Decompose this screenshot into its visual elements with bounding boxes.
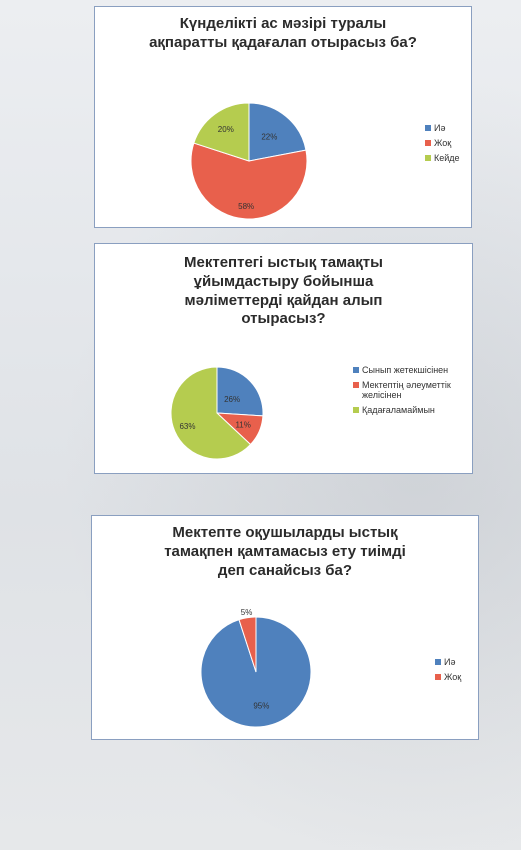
chart-title-line: мәліметтерді қайдан алып <box>184 291 383 309</box>
legend-item: Кейде <box>425 153 460 163</box>
chart-title-line: ұйымдастыру бойынша <box>193 272 374 290</box>
chart-title: Күнделікті ас мәзірі туралы ақпаратты қад… <box>95 15 471 53</box>
legend-item: Иә <box>435 657 461 667</box>
pie-data-label: 11% <box>235 420 250 429</box>
chart-legend: Иә Жоқ Кейде <box>425 123 460 168</box>
pie-chart: 22% 58% 20% <box>190 103 308 219</box>
legend-label: Жоқ <box>434 138 452 148</box>
legend-item: Мектептің әлеуметтік желісінен <box>353 380 471 400</box>
legend-swatch <box>353 382 359 388</box>
legend-label: Иә <box>444 657 456 667</box>
chart-title-line: Мектептегі ыстық тамақты <box>184 254 383 271</box>
legend-swatch <box>425 140 431 146</box>
chart-title-line: деп санайсыз ба? <box>217 561 353 579</box>
pie-data-label: 20% <box>218 125 234 134</box>
chart-legend: Иә Жоқ <box>435 657 461 687</box>
legend-swatch <box>435 674 441 680</box>
chart-title-line: Мектепте оқушыларды ыстық <box>172 524 398 541</box>
pie-data-label: 26% <box>224 395 240 404</box>
chart-title-line: Күнделікті ас мәзірі туралы <box>179 15 387 32</box>
chart-panel-ration-info: Күнделікті ас мәзірі туралы ақпаратты қад… <box>94 6 472 228</box>
pie-data-label: 5% <box>241 608 253 617</box>
chart-title-line: ақпаратты қадағалап отырасыз ба? <box>149 33 417 51</box>
legend-item: Сынып жетекшісінен <box>353 365 471 375</box>
pie-data-label: 22% <box>261 132 277 141</box>
legend-label: Мектептің әлеуметтік желісінен <box>362 380 451 400</box>
legend-label: Кейде <box>434 153 460 163</box>
chart-panel-hot-meal-effectiveness: Мектепте оқушыларды ыстық тамақпен қамтам… <box>91 515 479 740</box>
chart-title-line: отырасыз? <box>241 310 326 328</box>
pie-slice-1 <box>248 103 307 162</box>
legend-label: Жоқ <box>444 672 462 682</box>
legend-label: Иә <box>434 123 446 133</box>
pie-slice-3 <box>193 103 250 162</box>
legend-swatch <box>425 125 431 131</box>
pie-slice-2 <box>190 142 308 219</box>
chart-title: Мектепте оқушыларды ыстық тамақпен қамтам… <box>92 524 478 580</box>
legend-label-line: Мектептің әлеуметтік <box>362 380 451 390</box>
legend-item: Жоқ <box>425 138 460 148</box>
pie-slice-1 <box>216 366 264 417</box>
legend-swatch <box>353 367 359 373</box>
chart-title: Мектептегі ыстық тамақты ұйымдастыру бойы… <box>95 254 472 329</box>
pie-data-label: 58% <box>238 202 254 211</box>
legend-swatch <box>425 155 431 161</box>
legend-item: Жоқ <box>435 672 461 682</box>
legend-swatch <box>353 407 359 413</box>
pie-data-label: 95% <box>253 702 269 711</box>
pie-slice-3 <box>170 366 252 460</box>
pie-chart: 26% 11% 63% <box>170 366 264 460</box>
chart-panel-info-source: Мектептегі ыстық тамақты ұйымдастыру бойы… <box>94 243 473 474</box>
legend-label-line: желісінен <box>362 390 402 400</box>
pie-data-label: 63% <box>179 422 195 431</box>
pie-chart: 95% 5% <box>200 608 312 728</box>
legend-swatch <box>435 659 441 665</box>
chart-title-line: тамақпен қамтамасыз ету тиімді <box>164 542 406 560</box>
legend-label-line: Сынып жетекшісінен <box>362 365 449 375</box>
chart-legend: Сынып жетекшісінен Мектептің әлеуметтік же… <box>353 365 471 420</box>
legend-item: Қадағаламаймын <box>353 405 471 415</box>
legend-label-line: Қадағаламаймын <box>362 405 435 415</box>
legend-label: Сынып жетекшісінен <box>362 365 448 375</box>
pie-slice-2 <box>238 616 257 673</box>
legend-item: Иә <box>425 123 460 133</box>
legend-label: Қадағаламаймын <box>362 405 435 415</box>
